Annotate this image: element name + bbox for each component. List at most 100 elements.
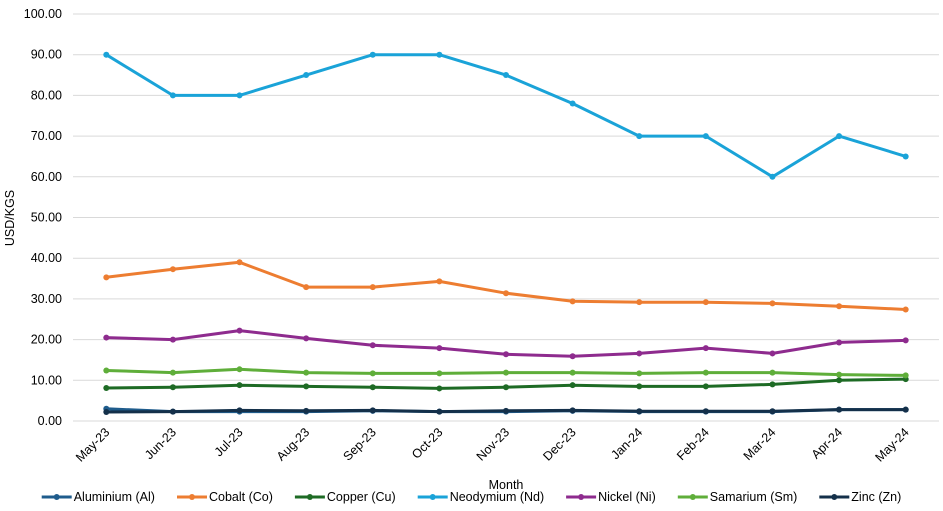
data-point: [702, 299, 709, 306]
data-point: [702, 133, 709, 140]
data-point: [303, 284, 310, 291]
data-point: [103, 51, 110, 58]
y-tick-label: 100.00: [24, 7, 62, 21]
data-point: [702, 345, 709, 352]
legend-label: Nickel (Ni): [598, 490, 656, 504]
data-point: [303, 72, 310, 79]
data-point: [303, 407, 310, 414]
y-tick-label: 0.00: [38, 414, 62, 428]
data-point: [503, 407, 509, 414]
legend-item: Copper (Cu): [294, 490, 396, 504]
x-tick-label: Jun-23: [142, 425, 179, 462]
data-point: [902, 153, 909, 160]
data-point: [769, 350, 776, 357]
series-group: [103, 366, 909, 379]
series-group: [103, 51, 909, 180]
x-tick-label: Jan-24: [608, 425, 645, 462]
data-point: [369, 284, 376, 291]
data-point: [836, 377, 843, 384]
y-tick-label: 60.00: [31, 170, 62, 184]
y-tick-label: 70.00: [31, 129, 62, 143]
x-tick-label: May-23: [73, 425, 112, 464]
data-point: [836, 133, 843, 140]
legend-item: Nickel (Ni): [566, 490, 656, 504]
legend-marker: [578, 494, 585, 500]
legend-marker: [689, 494, 696, 500]
data-point: [836, 406, 843, 413]
x-tick-label: Nov-23: [474, 425, 512, 463]
x-tick-label: Dec-23: [540, 425, 578, 463]
data-point: [236, 407, 243, 414]
series-line: [104, 260, 908, 311]
legend-item: Samarium (Sm): [677, 490, 798, 504]
data-point: [169, 369, 176, 376]
data-point: [702, 369, 709, 376]
x-tick-label: Sep-23: [340, 425, 378, 463]
data-point: [636, 408, 643, 415]
x-tick-label: Oct-23: [409, 425, 445, 461]
data-point: [436, 345, 443, 352]
data-point: [836, 371, 843, 378]
data-point: [369, 342, 376, 349]
series-group: [103, 259, 909, 313]
data-point: [103, 385, 110, 392]
y-tick-label: 30.00: [31, 292, 62, 306]
data-point: [569, 407, 576, 414]
data-point: [236, 366, 243, 373]
data-point: [569, 353, 576, 360]
data-point: [636, 133, 643, 140]
x-axis-title: Month: [489, 478, 524, 492]
legend-marker: [429, 494, 436, 500]
legend-item: Cobalt (Co): [177, 490, 273, 504]
data-point: [902, 406, 909, 413]
data-point: [636, 370, 643, 377]
data-point: [169, 408, 176, 415]
data-point: [503, 351, 509, 358]
y-tick-label: 90.00: [31, 48, 62, 62]
data-point: [569, 382, 576, 389]
data-point: [236, 92, 243, 99]
y-tick-label: 50.00: [31, 211, 62, 225]
x-axis-ticks: May-23 Jun-23 Jul-23 Aug-23 Sep-23 Oct-23 Nov-…: [73, 425, 912, 464]
legend-label: Neodymium (Nd): [450, 490, 544, 504]
legend-marker: [831, 494, 838, 500]
data-point: [902, 337, 909, 344]
data-point: [503, 369, 509, 376]
y-tick-label: 10.00: [31, 373, 62, 387]
data-point: [169, 384, 176, 391]
x-tick-label: May-24: [872, 425, 911, 464]
y-tick-label: 40.00: [31, 251, 62, 265]
data-point: [436, 51, 443, 58]
data-point: [702, 383, 709, 390]
data-point: [636, 350, 643, 357]
gridlines: [73, 13, 939, 422]
data-point: [303, 369, 310, 376]
data-point: [769, 381, 776, 388]
legend-label: Aluminium (Al): [74, 490, 155, 504]
data-point: [769, 408, 776, 415]
data-point: [436, 370, 443, 377]
legend-label: Cobalt (Co): [209, 490, 273, 504]
data-point: [169, 266, 176, 273]
legend-label: Samarium (Sm): [710, 490, 798, 504]
legend-marker: [53, 494, 60, 500]
data-point: [369, 51, 376, 58]
data-point: [836, 303, 843, 310]
data-point: [769, 173, 776, 180]
data-point: [436, 385, 443, 392]
series-lines: [103, 51, 909, 416]
x-tick-label: Feb-24: [674, 425, 712, 463]
series-group: [103, 327, 909, 360]
data-point: [702, 408, 709, 415]
data-point: [436, 278, 443, 285]
data-point: [769, 300, 776, 307]
data-point: [503, 72, 509, 79]
y-tick-label: 20.00: [31, 333, 62, 347]
legend-label: Copper (Cu): [327, 490, 396, 504]
x-tick-label: Jul-23: [212, 425, 246, 459]
data-point: [503, 384, 509, 391]
data-point: [369, 384, 376, 391]
data-point: [902, 306, 909, 313]
